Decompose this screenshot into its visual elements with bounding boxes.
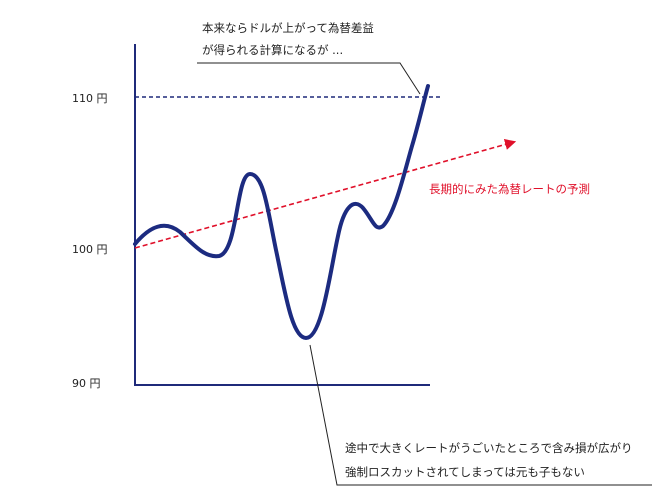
top-callout-leader <box>197 62 421 95</box>
bottom-callout-line1: 途中で大きくレートがうごいたところで含み損が広がり <box>345 441 633 455</box>
top-callout-line1: 本来ならドルが上がって為替差益 <box>202 21 374 35</box>
y-label-100: 100 円 <box>72 243 108 256</box>
bottom-callout-line2: 強制ロスカットされてしまっては元も子もない <box>345 465 585 479</box>
top-callout-line2: が得られる計算になるが ... <box>202 43 343 57</box>
trend-arrow <box>134 139 517 249</box>
bottom-callout-leader <box>309 344 652 486</box>
y-label-90: 90 円 <box>72 377 101 390</box>
trend-label: 長期的にみた為替レートの予測 <box>429 182 590 196</box>
exchange-rate-curve <box>133 84 430 340</box>
y-label-110: 110 円 <box>72 92 108 105</box>
